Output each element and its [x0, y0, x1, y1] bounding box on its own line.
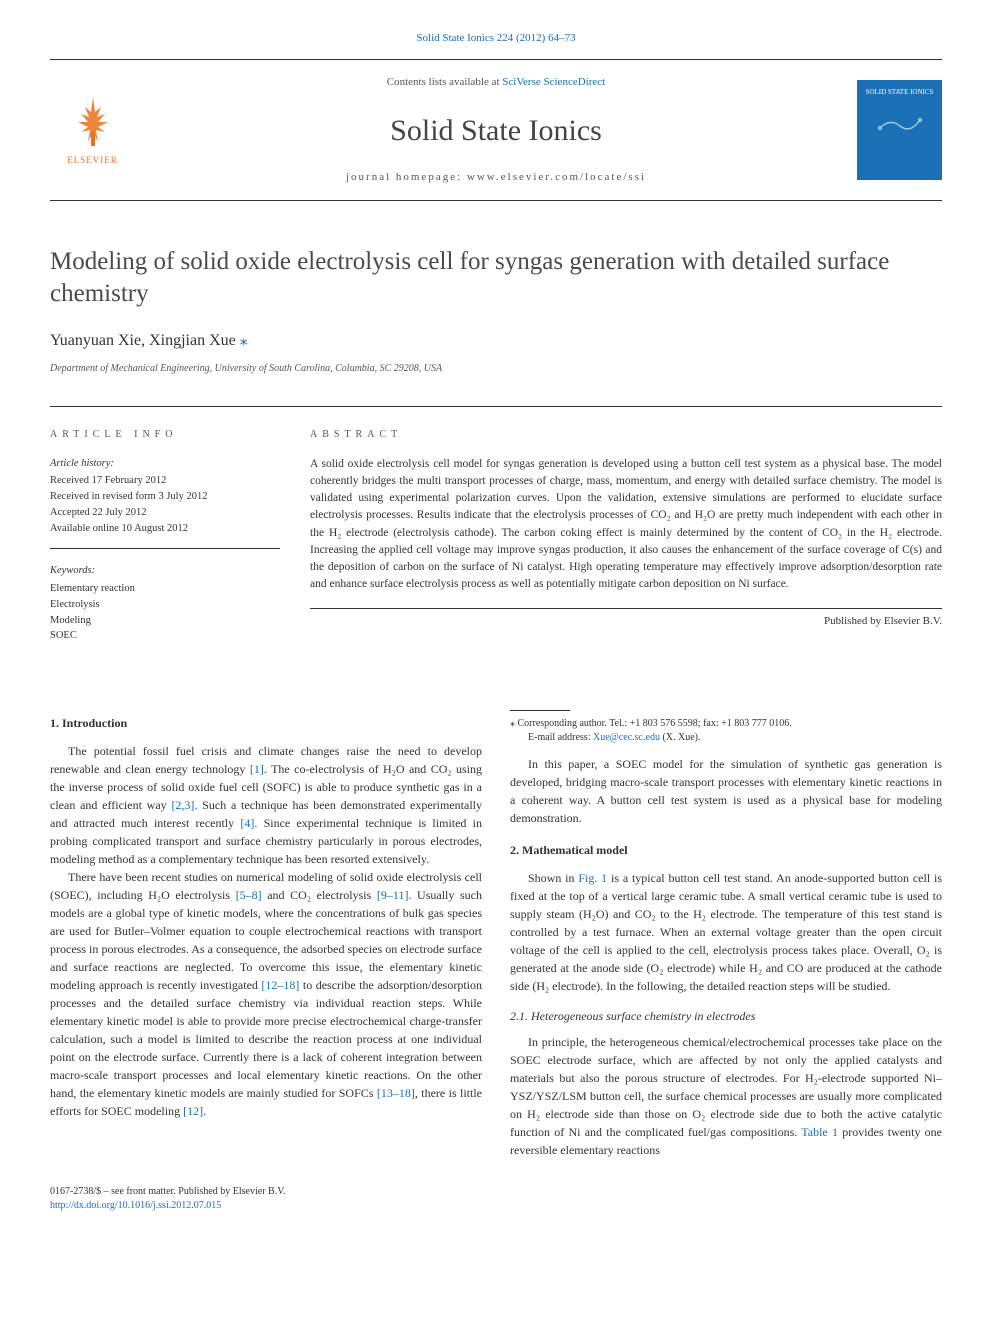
journal-name: Solid State Ionics [135, 108, 857, 153]
text-run: Shown in [528, 871, 578, 885]
body-paragraph: Shown in Fig. 1 is a typical button cell… [510, 869, 942, 995]
abstract-publisher: Published by Elsevier B.V. [310, 613, 942, 630]
text-run: is a typical button cell test stand. An … [510, 871, 942, 993]
history-line: Received 17 February 2012 [50, 473, 280, 489]
affiliation: Department of Mechanical Engineering, Un… [50, 361, 942, 376]
contents-prefix: Contents lists available at [387, 76, 502, 88]
text-run: . Usually such models are a global type … [50, 888, 482, 992]
keyword: Electrolysis [50, 597, 280, 613]
body-text: 1. Introduction The potential fossil fue… [50, 710, 942, 1159]
abstract: ABSTRACT A solid oxide electrolysis cell… [310, 427, 942, 671]
journal-cover-text: SOLID STATE IONICS [866, 88, 934, 96]
section-heading-model: 2. Mathematical model [510, 841, 942, 859]
authors: Yuanyuan Xie, Xingjian Xue ⁎ [50, 329, 942, 353]
info-abstract-row: ARTICLE INFO Article history: Received 1… [50, 406, 942, 671]
page-footer: 0167-2738/$ – see front matter. Publishe… [50, 1185, 942, 1213]
article-history-block: Article history: Received 17 February 20… [50, 456, 280, 550]
abstract-heading: ABSTRACT [310, 427, 942, 442]
citation-link[interactable]: [4] [240, 816, 254, 830]
body-paragraph: In this paper, a SOEC model for the simu… [510, 755, 942, 827]
citation-link[interactable]: [13–18] [377, 1086, 415, 1100]
body-paragraph: The potential fossil fuel crisis and cli… [50, 742, 482, 868]
email-who: (X. Xue). [660, 732, 701, 743]
footnote-email: E-mail address: Xue@cec.sc.edu (X. Xue). [510, 731, 942, 745]
history-line: Received in revised form 3 July 2012 [50, 489, 280, 505]
masthead-center: Contents lists available at SciVerse Sci… [135, 74, 857, 186]
citation-link[interactable]: [1] [250, 762, 264, 776]
email-link[interactable]: Xue@cec.sc.edu [593, 732, 660, 743]
text-run: to describe the adsorption/desorption pr… [50, 978, 482, 1100]
citation-link[interactable]: [12–18] [261, 978, 299, 992]
author-names: Yuanyuan Xie, Xingjian Xue [50, 332, 236, 349]
body-paragraph: There have been recent studies on numeri… [50, 868, 482, 1120]
journal-cover-icon: SOLID STATE IONICS [857, 80, 942, 180]
history-line: Accepted 22 July 2012 [50, 505, 280, 521]
citation-link[interactable]: [12] [183, 1104, 203, 1118]
masthead: ELSEVIER Contents lists available at Sci… [50, 59, 942, 201]
article-title: Modeling of solid oxide electrolysis cel… [50, 246, 942, 311]
doi-link[interactable]: http://dx.doi.org/10.1016/j.ssi.2012.07.… [50, 1200, 221, 1211]
email-label: E-mail address: [528, 732, 593, 743]
elsevier-logo: ELSEVIER [50, 85, 135, 175]
elsevier-label: ELSEVIER [67, 154, 118, 168]
keyword: Modeling [50, 613, 280, 629]
footnote-separator [510, 710, 570, 711]
body-paragraph: In principle, the heterogeneous chemical… [510, 1033, 942, 1159]
keyword: SOEC [50, 628, 280, 644]
table-link[interactable]: Table 1 [801, 1125, 838, 1139]
issn-line: 0167-2738/$ – see front matter. Publishe… [50, 1185, 942, 1199]
text-run: and CO₂ electrolysis [262, 888, 377, 902]
keywords-label: Keywords: [50, 563, 280, 579]
abstract-text: A solid oxide electrolysis cell model fo… [310, 456, 942, 609]
history-line: Available online 10 August 2012 [50, 521, 280, 537]
article-info: ARTICLE INFO Article history: Received 1… [50, 427, 280, 671]
section-heading-intro: 1. Introduction [50, 714, 482, 732]
article-info-heading: ARTICLE INFO [50, 427, 280, 442]
text-run: . [203, 1104, 206, 1118]
keywords-block: Keywords: Elementary reaction Electrolys… [50, 563, 280, 656]
text-run: In principle, the heterogeneous chemical… [510, 1035, 942, 1139]
citation-link[interactable]: [5–8] [236, 888, 262, 902]
footnote-corresponding: ⁎ Corresponding author. Tel.: +1 803 576… [510, 717, 942, 731]
journal-homepage: journal homepage: www.elsevier.com/locat… [135, 169, 857, 186]
figure-link[interactable]: Fig. 1 [578, 871, 607, 885]
citation-link[interactable]: [9–11] [377, 888, 409, 902]
elsevier-tree-icon [63, 92, 123, 152]
contents-line: Contents lists available at SciVerse Sci… [135, 74, 857, 91]
sciencedirect-link[interactable]: SciVerse ScienceDirect [502, 76, 605, 88]
corresponding-marker-icon: ⁎ [236, 332, 248, 349]
citation-link[interactable]: [2,3] [171, 798, 194, 812]
journal-cover-graphic-icon [875, 108, 925, 138]
history-label: Article history: [50, 456, 280, 472]
subsection-heading: 2.1. Heterogeneous surface chemistry in … [510, 1007, 942, 1025]
keyword: Elementary reaction [50, 581, 280, 597]
header-citation: Solid State Ionics 224 (2012) 64–73 [50, 30, 942, 47]
